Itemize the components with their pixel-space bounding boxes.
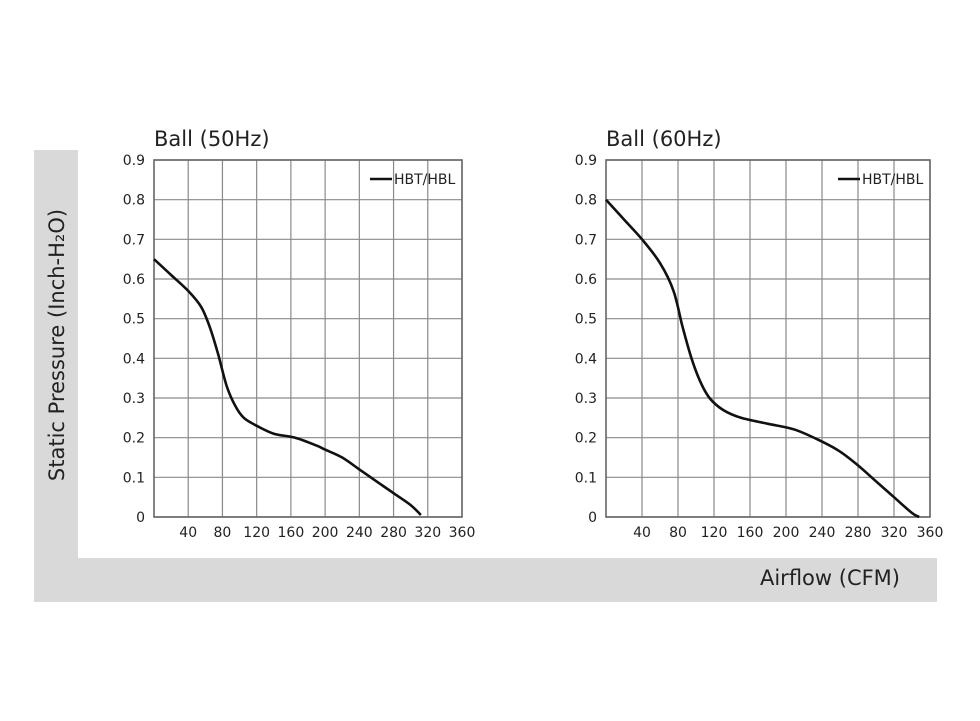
x-tick-label: 40 (179, 525, 197, 541)
y-tick-label: 0.9 (575, 153, 597, 169)
x-tick-label: 200 (312, 525, 339, 541)
y-tick-label: 0.5 (575, 312, 597, 328)
x-axis-label: Airflow (CFM) (759, 566, 900, 590)
y-tick-label: 0.7 (123, 232, 145, 248)
x-tick-label: 160 (278, 525, 305, 541)
x-tick-label: 160 (737, 525, 764, 541)
series-line (605, 198, 920, 519)
x-tick-label: 120 (243, 525, 270, 541)
y-tick-label: 0.1 (123, 470, 145, 486)
plot-frame (605, 159, 931, 518)
y-tick-label: 0 (588, 510, 597, 526)
x-tick-label: 80 (214, 525, 232, 541)
y-axis-label-band (34, 150, 78, 602)
x-tick-label: 200 (773, 525, 800, 541)
legend-label: HBT/HBL (862, 172, 924, 188)
x-tick-label: 40 (633, 525, 651, 541)
y-tick-label: 0.4 (123, 351, 145, 367)
series-line (153, 258, 422, 516)
chart-50hz: Ball (50Hz) 40 80 120 160 200 240 280 320 360 0 0.1… (123, 127, 476, 541)
y-tick-label: 0.2 (123, 431, 145, 447)
x-axis-label-band (34, 558, 937, 602)
y-tick-label: 0.8 (575, 193, 597, 209)
y-tick-label: 0.9 (123, 153, 145, 169)
x-tick-label: 320 (414, 525, 441, 541)
x-tick-label: 240 (809, 525, 836, 541)
y-tick-label: 0.5 (123, 312, 145, 328)
x-tick-label: 360 (917, 525, 944, 541)
x-tick-label: 360 (449, 525, 476, 541)
y-tick-label: 0.3 (575, 391, 597, 407)
x-tick-label: 240 (346, 525, 373, 541)
x-tick-label: 120 (701, 525, 728, 541)
chart-60hz: Ball (60Hz) 40 80 120 160 200 240 280 320 360 0 0.1… (575, 127, 944, 541)
y-tick-label: 0.6 (123, 272, 145, 288)
chart-title: Ball (50Hz) (154, 127, 270, 151)
y-tick-label: 0.1 (575, 470, 597, 486)
x-tick-label: 280 (380, 525, 407, 541)
plot-frame (153, 159, 463, 518)
y-tick-label: 0.8 (123, 193, 145, 209)
x-tick-label: 280 (845, 525, 872, 541)
y-tick-label: 0.6 (575, 272, 597, 288)
x-tick-label: 320 (881, 525, 908, 541)
x-tick-label: 80 (669, 525, 687, 541)
y-tick-label: 0.4 (575, 351, 597, 367)
y-tick-label: 0.2 (575, 431, 597, 447)
chart-title: Ball (60Hz) (606, 127, 722, 151)
y-tick-label: 0.3 (123, 391, 145, 407)
y-tick-label: 0.7 (575, 232, 597, 248)
y-tick-label: 0 (136, 510, 145, 526)
legend-label: HBT/HBL (394, 172, 456, 188)
